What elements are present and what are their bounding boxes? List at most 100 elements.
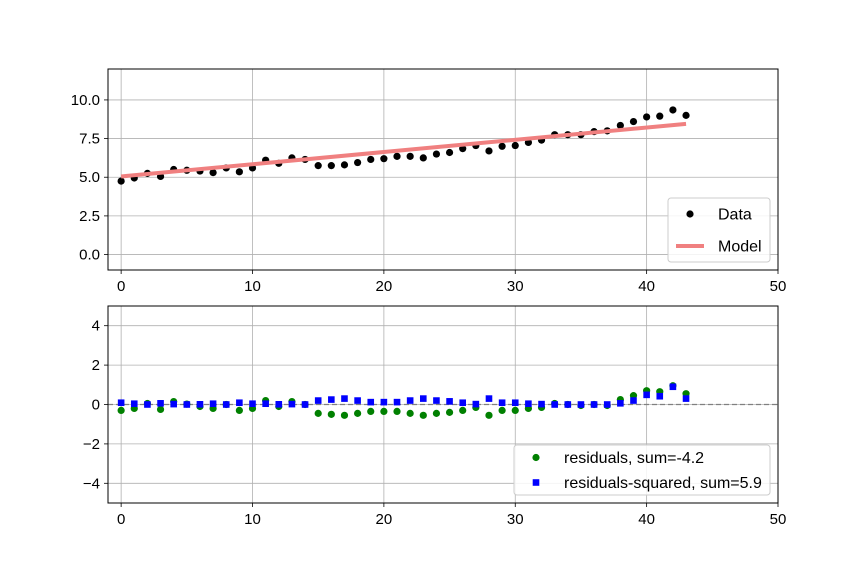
data-point-square bbox=[551, 401, 558, 408]
legend-label: Data bbox=[718, 207, 752, 224]
data-point-square bbox=[630, 397, 637, 404]
data-point-square bbox=[157, 400, 164, 407]
data-point bbox=[498, 406, 506, 415]
data-point-square bbox=[183, 401, 191, 408]
y-tick-label: −4 bbox=[83, 475, 100, 492]
data-point bbox=[393, 407, 401, 415]
data-point bbox=[406, 409, 414, 417]
model-line bbox=[120, 121, 687, 179]
data-point bbox=[354, 158, 362, 167]
legend-label: residuals-squared, sum=5.9 bbox=[564, 475, 762, 492]
data-point bbox=[432, 409, 441, 417]
data-point-square bbox=[538, 400, 545, 408]
data-point bbox=[629, 117, 638, 126]
data-point-square bbox=[590, 401, 598, 408]
data-point-square bbox=[236, 399, 243, 407]
legend-label: Model bbox=[718, 239, 762, 256]
data-point bbox=[485, 147, 493, 155]
data-point bbox=[485, 411, 493, 419]
data-point bbox=[669, 106, 677, 114]
data-point-square bbox=[380, 398, 388, 406]
data-point-square bbox=[262, 400, 269, 408]
data-point-square bbox=[341, 395, 348, 402]
x-tick-label: 10 bbox=[244, 278, 261, 295]
data-point bbox=[511, 141, 519, 150]
data-point bbox=[498, 142, 506, 150]
x-tick-label: 50 bbox=[770, 278, 787, 295]
data-point-square bbox=[498, 399, 506, 407]
data-point bbox=[406, 152, 414, 160]
data-point-square bbox=[525, 400, 532, 408]
legend: Data Model bbox=[667, 197, 771, 263]
data-point-square bbox=[249, 400, 256, 408]
data-point-square bbox=[446, 398, 453, 405]
x-tick-label: 40 bbox=[638, 278, 655, 295]
data-point-square bbox=[577, 401, 585, 408]
data-point-square bbox=[419, 395, 427, 402]
data-point bbox=[117, 406, 125, 415]
data-point-square bbox=[393, 398, 401, 406]
data-point-square bbox=[485, 395, 493, 402]
data-point-square bbox=[617, 400, 624, 407]
legend-square-handle bbox=[532, 479, 540, 486]
x-tick-label: 0 bbox=[117, 278, 125, 295]
data-point bbox=[432, 150, 441, 158]
data-point bbox=[340, 411, 349, 419]
series-2 bbox=[117, 383, 690, 408]
data-point bbox=[117, 177, 125, 185]
y-tick-label: 4 bbox=[92, 318, 100, 335]
x-tick-label: 30 bbox=[507, 511, 524, 528]
series-2 bbox=[120, 121, 687, 179]
x-tick-label: 0 bbox=[117, 511, 125, 528]
data-point-square bbox=[314, 397, 322, 404]
x-tick-label: 40 bbox=[638, 511, 655, 528]
x-tick-label: 20 bbox=[376, 511, 393, 528]
data-point-square bbox=[354, 397, 361, 404]
data-point-square bbox=[367, 398, 375, 406]
data-point bbox=[682, 111, 690, 119]
legend-circle-handle bbox=[686, 210, 694, 218]
data-point-square bbox=[301, 401, 309, 408]
data-point bbox=[380, 407, 388, 415]
data-point bbox=[327, 162, 335, 170]
data-point bbox=[511, 406, 519, 415]
data-point-square bbox=[117, 399, 125, 407]
data-point-square bbox=[130, 400, 138, 408]
legend-box bbox=[513, 444, 771, 496]
data-point bbox=[656, 112, 664, 120]
x-tick-label: 20 bbox=[376, 278, 393, 295]
data-point bbox=[327, 410, 335, 418]
data-point-square bbox=[196, 401, 204, 408]
data-point bbox=[380, 155, 388, 163]
legend: residuals, sum=-4.2 residuals-squared, su… bbox=[513, 444, 771, 496]
legend-label: residuals, sum=-4.2 bbox=[564, 450, 704, 467]
y-tick-label: 10.0 bbox=[71, 92, 100, 109]
data-point-square bbox=[643, 391, 650, 399]
data-point bbox=[367, 155, 375, 164]
data-point-square bbox=[564, 401, 572, 408]
data-point bbox=[209, 168, 217, 177]
data-point-square bbox=[511, 399, 519, 407]
data-point bbox=[419, 154, 427, 162]
data-point bbox=[616, 121, 624, 130]
data-point-square bbox=[656, 392, 664, 400]
data-point-square bbox=[603, 401, 611, 408]
data-point bbox=[419, 411, 427, 419]
data-point-square bbox=[682, 395, 690, 402]
axes-frame bbox=[107, 68, 779, 271]
data-point bbox=[314, 162, 322, 170]
y-tick-label: −2 bbox=[83, 436, 100, 453]
data-point-square bbox=[275, 401, 283, 408]
data-point bbox=[314, 409, 322, 417]
data-point bbox=[393, 152, 401, 160]
legend-circle-handle bbox=[532, 453, 540, 462]
x-tick-label: 10 bbox=[244, 511, 261, 528]
y-tick-label: 5.0 bbox=[79, 169, 100, 186]
data-point-square bbox=[459, 399, 467, 407]
y-tick-label: 0 bbox=[92, 397, 100, 414]
data-point-square bbox=[328, 396, 335, 403]
data-point bbox=[367, 407, 375, 415]
data-point bbox=[445, 408, 454, 416]
